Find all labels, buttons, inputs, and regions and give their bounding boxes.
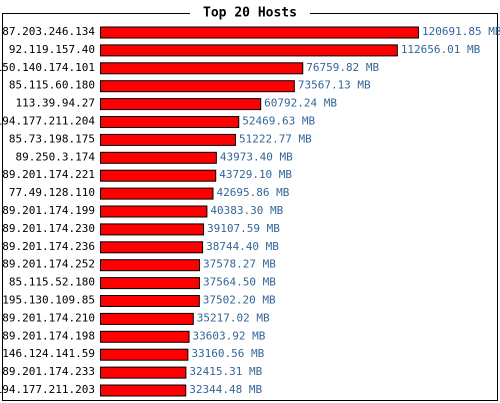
value-label: 42695.86 MB [216, 186, 289, 199]
value-label: 112656.01 MB [401, 43, 481, 56]
value-label: 37578.27 MB [203, 258, 276, 271]
host-label: 89.201.174.230 [2, 222, 95, 235]
bar [100, 241, 204, 254]
value-label: 120691.85 MB [422, 25, 500, 38]
bar [100, 44, 398, 57]
host-label: 85.73.198.175 [9, 132, 95, 145]
title-bg [190, 5, 310, 21]
bar [100, 169, 217, 182]
host-label: 85.115.52.180 [9, 276, 95, 289]
bar [100, 187, 214, 200]
value-label: 39107.59 MB [207, 222, 280, 235]
bar [100, 151, 217, 164]
host-label: 89.201.174.199 [2, 204, 95, 217]
chart-title: Top 20 Hosts [203, 6, 297, 21]
bar [100, 366, 187, 379]
host-label: 194.177.211.203 [0, 383, 95, 396]
host-label: 113.39.94.27 [16, 97, 95, 110]
value-label: 33603.92 MB [193, 329, 266, 342]
bar [100, 133, 236, 146]
value-label: 60792.24 MB [264, 97, 337, 110]
host-label: 194.177.211.204 [0, 115, 95, 128]
host-label: 87.203.246.134 [2, 25, 95, 38]
value-label: 32415.31 MB [189, 365, 262, 378]
host-label: 195.130.109.85 [2, 294, 95, 307]
host-label: 89.201.174.233 [2, 365, 95, 378]
host-label: 150.140.174.101 [0, 61, 95, 74]
bar [100, 116, 240, 128]
value-label: 51222.77 MB [239, 132, 312, 145]
bar [100, 80, 295, 93]
value-label: 35217.02 MB [197, 311, 270, 324]
host-label: 89.201.174.198 [2, 329, 95, 342]
host-label: 77.49.128.110 [9, 186, 95, 199]
bar [100, 259, 201, 272]
value-label: 76759.82 MB [306, 61, 379, 74]
bar [100, 26, 419, 39]
host-label: 89.201.174.210 [2, 311, 95, 324]
bar [100, 98, 262, 111]
bar [100, 205, 208, 218]
bar [100, 312, 194, 325]
host-label: 89.201.174.221 [2, 168, 95, 181]
value-label: 43973.40 MB [220, 150, 293, 163]
value-label: 52469.63 MB [242, 115, 315, 128]
value-label: 38744.40 MB [206, 240, 279, 253]
value-label: 43729.10 MB [219, 168, 292, 181]
bar [100, 277, 200, 290]
value-label: 73567.13 MB [298, 79, 371, 92]
host-label: 89.201.174.236 [2, 240, 95, 253]
bar [100, 295, 200, 307]
value-label: 32344.48 MB [189, 383, 262, 396]
host-label: 89.201.174.252 [2, 258, 95, 271]
bar [100, 223, 205, 236]
host-label: 146.124.141.59 [2, 347, 95, 360]
bar [100, 62, 304, 75]
value-label: 33160.56 MB [191, 347, 264, 360]
host-label: 85.115.60.180 [9, 79, 95, 92]
value-label: 40383.30 MB [210, 204, 283, 217]
bar [100, 330, 190, 343]
value-label: 37564.50 MB [203, 276, 276, 289]
value-label: 37502.20 MB [203, 294, 276, 307]
bar [100, 384, 187, 397]
host-label: 89.250.3.174 [16, 150, 96, 163]
host-label: 92.119.157.40 [9, 43, 95, 56]
bar [100, 348, 189, 361]
